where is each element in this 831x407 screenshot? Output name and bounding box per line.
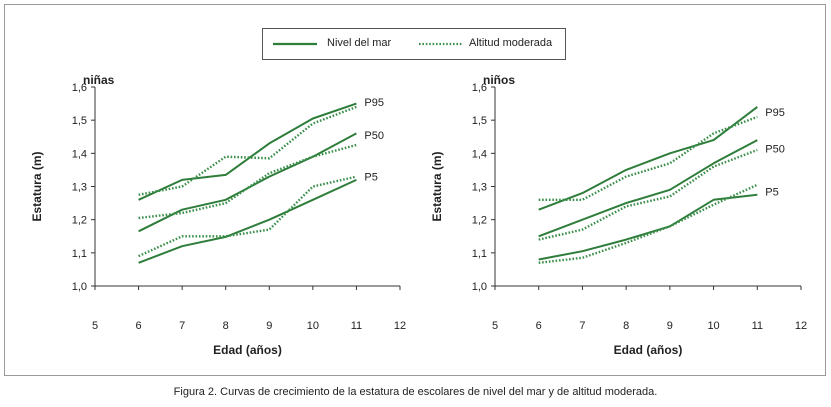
y-tick-label: 1,0 [472, 281, 487, 293]
y-tick-label: 1,6 [472, 82, 487, 94]
x-tick-label: 11 [351, 320, 362, 332]
x-tick-label: 10 [307, 320, 319, 332]
series-line-moderate-altitude-p95 [538, 115, 758, 202]
y-tick-label: 1,1 [472, 248, 487, 260]
percentile-label-p5: P5 [364, 172, 377, 184]
series-line-sea-level-p50 [538, 139, 758, 238]
x-tick-label: 8 [223, 320, 229, 332]
x-tick-label: 9 [667, 320, 673, 332]
figure-frame [4, 4, 826, 376]
series-line-moderate-altitude-p50 [138, 143, 357, 220]
x-tick-label: 12 [795, 320, 807, 332]
x-tick-label: 7 [179, 320, 185, 332]
chart-ninas: 1,0 1,1 1,2 1,3 1,4 1,5 1,6 5 6 7 8 9 10 11 12 Edad (añ… [30, 73, 406, 357]
percentile-label-p5: P5 [765, 186, 778, 198]
y-tick-label: 1,2 [472, 215, 487, 227]
y-tick-label: 1,3 [72, 182, 87, 194]
series-line-moderate-altitude-p95 [138, 105, 357, 196]
x-tick-label: 11 [752, 320, 763, 332]
series-line-sea-level-p95 [538, 106, 758, 211]
x-tick-label: 8 [623, 320, 629, 332]
percentile-label-p95: P95 [364, 97, 384, 109]
percentile-label-p95: P95 [765, 107, 785, 119]
x-tick-label: 9 [266, 320, 272, 332]
series-line-sea-level-p5 [538, 193, 758, 261]
x-axis-title: Edad (años) [213, 343, 282, 357]
y-tick-label: 1,4 [472, 148, 487, 160]
chart-ninos: 1,0 1,1 1,2 1,3 1,4 1,5 1,6 5 6 7 8 9 10 11 12 Edad (añ… [430, 73, 807, 357]
x-tick-label: 6 [136, 320, 142, 332]
series-line-sea-level-p50 [138, 132, 357, 233]
series-line-moderate-altitude-p5 [138, 175, 357, 258]
y-tick-label: 1,2 [72, 215, 87, 227]
percentile-label-p50: P50 [364, 130, 384, 142]
x-axis-title: Edad (años) [614, 343, 683, 357]
legend-label-sea-level: Nivel del mar [327, 37, 392, 49]
percentile-label-p50: P50 [765, 143, 785, 155]
x-tick-label: 10 [707, 320, 719, 332]
series-line-moderate-altitude-p5 [538, 183, 758, 264]
x-tick-label: 5 [92, 320, 98, 332]
y-tick-label: 1,5 [72, 115, 87, 127]
y-tick-label: 1,0 [72, 281, 87, 293]
y-axis-title: Estatura (m) [430, 151, 444, 221]
series-line-moderate-altitude-p50 [538, 148, 758, 241]
y-tick-label: 1,3 [472, 182, 487, 194]
y-tick-label: 1,6 [72, 82, 87, 94]
legend-label-moderate-altitude: Altitud moderada [469, 37, 553, 49]
panel-title: niños [483, 73, 515, 87]
series-line-sea-level-p5 [138, 178, 357, 264]
series-line-sea-level-p95 [138, 102, 357, 201]
panel-title: niñas [83, 73, 115, 87]
x-tick-label: 6 [536, 320, 542, 332]
y-tick-label: 1,5 [472, 115, 487, 127]
y-tick-label: 1,4 [72, 148, 87, 160]
y-axis-title: Estatura (m) [30, 151, 44, 221]
chart-legend: Nivel del mar Altitud moderada [262, 28, 566, 60]
x-tick-label: 7 [579, 320, 585, 332]
figure-caption: Figura 2. Curvas de crecimiento de la es… [173, 386, 658, 398]
x-tick-label: 5 [492, 320, 498, 332]
x-tick-label: 12 [394, 320, 406, 332]
y-tick-label: 1,1 [72, 248, 87, 260]
legend-swatches [273, 42, 463, 46]
